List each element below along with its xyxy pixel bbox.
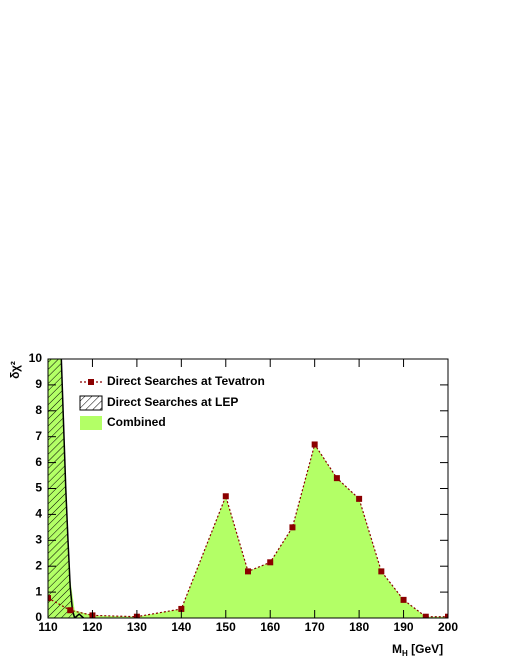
tevatron-marker (356, 495, 363, 502)
x-tick-label: 110 (38, 620, 58, 634)
tevatron-marker (422, 613, 429, 618)
legend-label: Combined (107, 415, 166, 429)
y-tick-label: 10 (29, 351, 43, 365)
y-tick-label: 0 (35, 610, 42, 624)
x-label-rest: [GeV] (408, 642, 443, 656)
y-tick-label: 3 (35, 532, 42, 546)
tevatron-marker (267, 559, 274, 566)
x-tick-label: 180 (349, 620, 369, 634)
legend-label: Direct Searches at Tevatron (107, 374, 265, 388)
legend-marker (88, 379, 94, 385)
tevatron-marker (178, 605, 185, 612)
tevatron-marker (311, 441, 318, 448)
tevatron-marker (378, 568, 385, 575)
tevatron-marker (48, 595, 51, 602)
y-tick-label: 7 (35, 429, 42, 443)
plot-area (48, 359, 448, 618)
tevatron-marker (289, 524, 296, 531)
legend-label: Direct Searches at LEP (107, 395, 238, 409)
x-tick-label: 130 (127, 620, 147, 634)
y-tick-label: 4 (35, 507, 42, 521)
tevatron-marker (245, 568, 251, 575)
legend-swatch (79, 395, 103, 411)
y-tick-label: 8 (35, 403, 42, 417)
tevatron-line (48, 443, 448, 618)
y-tick-label: 6 (35, 455, 42, 469)
x-tick-label: 160 (260, 620, 280, 634)
x-tick-label: 200 (438, 620, 458, 634)
y-axis-label: δχ² (8, 361, 22, 379)
lep-line (60, 359, 85, 618)
x-label-sub: H (402, 649, 408, 658)
x-tick-label: 150 (216, 620, 236, 634)
x-label-main: M (392, 642, 402, 656)
y-tick-label: 1 (35, 584, 42, 598)
legend-swatch (80, 416, 102, 430)
y-tick-label: 9 (35, 377, 42, 391)
tevatron-marker (222, 493, 229, 500)
x-tick-label: 120 (82, 620, 102, 634)
tevatron-marker (445, 613, 448, 618)
tevatron-marker (400, 596, 407, 603)
combined-area (48, 359, 448, 618)
x-axis-label: MH [GeV] (392, 642, 443, 658)
y-tick-label: 5 (35, 481, 42, 495)
x-tick-label: 170 (305, 620, 325, 634)
x-tick-label: 140 (171, 620, 191, 634)
y-tick-label: 2 (35, 558, 42, 572)
x-tick-label: 190 (394, 620, 414, 634)
tevatron-marker (333, 475, 340, 482)
tevatron-marker (67, 607, 74, 614)
